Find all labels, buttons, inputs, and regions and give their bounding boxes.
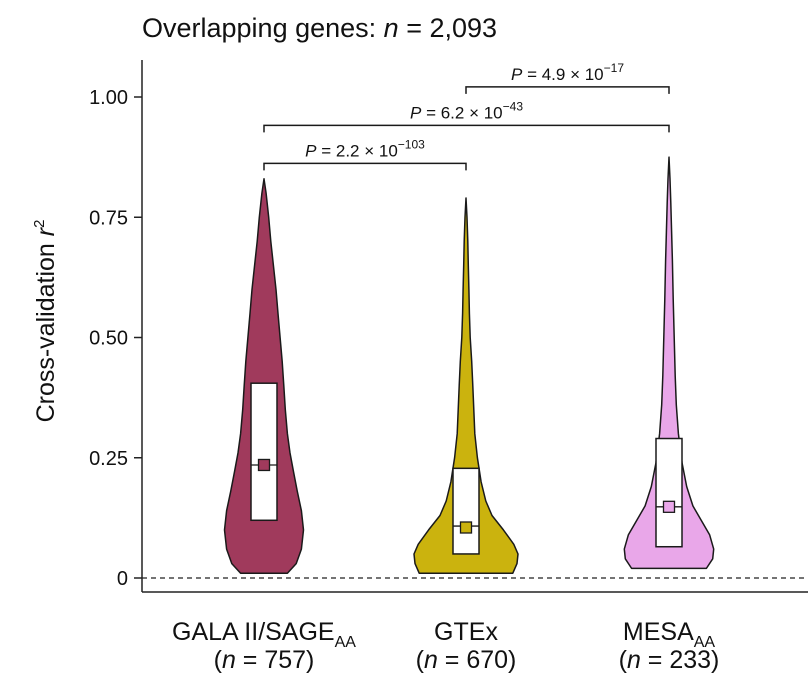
mean-marker-0 (257, 458, 271, 472)
n-value: = 670) (438, 646, 517, 674)
category-n-label-2: (n = 233) (619, 646, 720, 674)
significance-bracket-0 (263, 162, 467, 171)
p-exponent: −43 (503, 99, 524, 113)
chart-title: Overlapping genes: n = 2,093 (142, 13, 497, 43)
p-symbol: P (410, 103, 422, 122)
n-symbol: n (222, 646, 236, 674)
p-text: = 6.2 × 10 (421, 103, 502, 122)
category-n-label-1: (n = 670) (416, 646, 517, 674)
violin-1 (413, 197, 519, 574)
n-value: = 233) (641, 646, 720, 674)
category-label-2: MESAAA (623, 618, 716, 651)
iqr-box-2 (655, 437, 683, 548)
category-name: MESA (623, 618, 694, 646)
category-name: GTEx (434, 618, 498, 646)
p-text: = 4.9 × 10 (522, 65, 603, 84)
n-symbol: n (424, 646, 438, 674)
y-tick-label: 0.50 (89, 328, 128, 350)
y-tick-label: 1.00 (89, 87, 128, 109)
iqr-box-1 (452, 467, 480, 555)
y-axis-label: Cross-validation r2 (31, 220, 60, 423)
n-paren: ( (619, 646, 628, 674)
y-tick-label: 0.25 (89, 448, 128, 470)
category-name: GALA II/SAGE (172, 618, 335, 646)
iqr-box-0 (250, 382, 278, 522)
p-text: = 2.2 × 10 (317, 141, 398, 160)
violin-2 (623, 156, 715, 570)
p-symbol: P (511, 65, 523, 84)
category-label-1: GTEx (434, 618, 498, 646)
p-symbol: P (305, 141, 317, 160)
category-subscript: AA (335, 634, 357, 651)
n-value: = 757) (236, 646, 315, 674)
y-tick-label: 0.75 (89, 207, 128, 229)
p-exponent: −17 (604, 61, 625, 75)
category-n-label-0: (n = 757) (214, 646, 315, 674)
category-subscript: AA (694, 634, 716, 651)
n-symbol: n (627, 646, 641, 674)
p-exponent: −103 (398, 137, 425, 151)
significance-bracket-1 (263, 124, 670, 133)
p-value-label-0: P = 2.2 × 10−103 (305, 137, 425, 160)
y-tick-label: 0 (117, 568, 128, 590)
significance-bracket-2 (465, 86, 670, 94)
n-paren: ( (416, 646, 425, 674)
violin-0 (223, 178, 305, 574)
mean-marker-2 (662, 500, 676, 513)
p-value-label-1: P = 6.2 × 10−43 (410, 99, 523, 122)
category-label-0: GALA II/SAGEAA (172, 618, 356, 651)
p-value-label-2: P = 4.9 × 10−17 (511, 61, 624, 84)
n-paren: ( (214, 646, 223, 674)
mean-marker-1 (459, 521, 473, 534)
